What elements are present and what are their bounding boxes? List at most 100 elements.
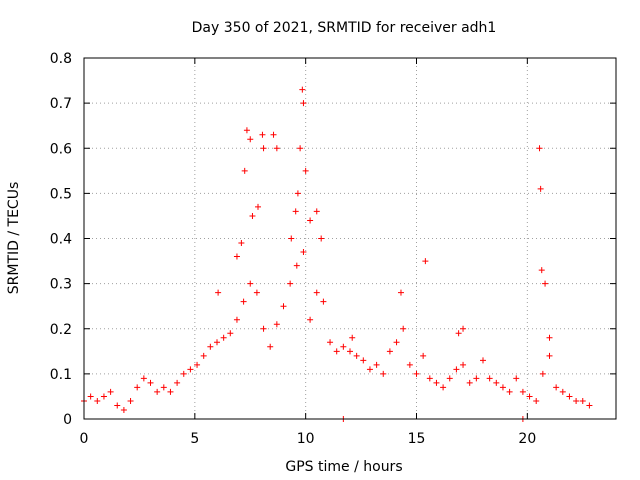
data-point bbox=[538, 267, 545, 274]
data-point bbox=[259, 131, 266, 138]
data-point bbox=[320, 298, 327, 305]
x-tick-label: 0 bbox=[80, 431, 89, 447]
data-point bbox=[460, 325, 467, 332]
data-point bbox=[134, 384, 141, 391]
data-point bbox=[180, 370, 187, 377]
data-point bbox=[455, 330, 462, 337]
data-point bbox=[167, 388, 174, 395]
data-point bbox=[294, 190, 301, 197]
data-point bbox=[426, 375, 433, 382]
data-point bbox=[247, 136, 254, 143]
data-point bbox=[499, 384, 506, 391]
y-tick-label: 0.5 bbox=[50, 186, 72, 202]
data-point bbox=[453, 366, 460, 373]
y-tick-label: 0.6 bbox=[50, 141, 72, 157]
data-point bbox=[194, 361, 201, 368]
data-point bbox=[347, 348, 353, 355]
data-point bbox=[247, 280, 254, 287]
y-tick-labels: 0 0.1 0.2 0.3 0.4 0.5 0.6 0.7 0.8 bbox=[50, 51, 72, 428]
data-point bbox=[255, 203, 262, 210]
data-point bbox=[519, 388, 526, 395]
data-point bbox=[433, 379, 440, 386]
data-point bbox=[273, 145, 280, 152]
data-point bbox=[537, 185, 544, 192]
data-points bbox=[81, 86, 593, 422]
data-point bbox=[360, 357, 367, 364]
data-point bbox=[267, 343, 274, 350]
data-point bbox=[299, 86, 306, 93]
data-point bbox=[187, 366, 194, 373]
data-point bbox=[366, 366, 373, 373]
data-point bbox=[302, 167, 309, 174]
data-point bbox=[533, 397, 540, 404]
data-point bbox=[422, 258, 429, 265]
data-point bbox=[313, 289, 320, 296]
data-point bbox=[586, 402, 593, 409]
data-point bbox=[386, 348, 393, 355]
data-point bbox=[559, 388, 566, 395]
data-point bbox=[200, 352, 207, 359]
data-point bbox=[536, 145, 543, 152]
data-point bbox=[506, 388, 513, 395]
y-tick-label: 0.1 bbox=[50, 367, 72, 383]
data-point bbox=[397, 289, 404, 296]
data-point bbox=[526, 393, 533, 400]
y-tick-label: 0.8 bbox=[50, 51, 72, 67]
data-point bbox=[293, 262, 300, 269]
x-axis-label: GPS time / hours bbox=[285, 459, 402, 475]
data-point bbox=[297, 145, 304, 152]
data-point bbox=[420, 352, 427, 359]
x-tick-labels: 0 5 10 15 20 bbox=[80, 431, 537, 447]
y-tick-label: 0 bbox=[63, 412, 72, 428]
data-point bbox=[270, 131, 277, 138]
data-point bbox=[307, 217, 314, 224]
y-tick-label: 0.7 bbox=[50, 96, 72, 112]
data-point bbox=[546, 334, 553, 341]
data-point bbox=[280, 303, 287, 310]
data-point bbox=[318, 235, 325, 242]
data-point bbox=[313, 208, 320, 215]
data-point bbox=[553, 384, 560, 391]
data-point bbox=[220, 334, 227, 341]
data-point bbox=[486, 375, 493, 382]
data-point bbox=[440, 384, 447, 391]
chart-title: Day 350 of 2021, SRMTID for receiver adh… bbox=[192, 20, 497, 36]
data-point bbox=[238, 240, 245, 247]
data-point bbox=[233, 253, 240, 260]
x-tick-label: 15 bbox=[408, 431, 426, 447]
data-point bbox=[466, 379, 473, 386]
data-point bbox=[333, 348, 340, 355]
data-point bbox=[513, 375, 520, 382]
data-point bbox=[406, 361, 413, 368]
y-tick-label: 0.2 bbox=[50, 322, 72, 338]
data-point bbox=[480, 357, 486, 364]
data-point bbox=[160, 384, 167, 391]
x-tick-label: 20 bbox=[518, 431, 536, 447]
data-point bbox=[174, 379, 181, 386]
data-point bbox=[546, 352, 553, 359]
data-point bbox=[260, 145, 267, 152]
data-point bbox=[243, 127, 250, 134]
data-point bbox=[107, 388, 114, 395]
data-point bbox=[215, 289, 222, 296]
data-point bbox=[473, 375, 480, 382]
data-point bbox=[380, 370, 387, 377]
data-point bbox=[393, 339, 400, 346]
data-point bbox=[233, 316, 240, 323]
x-tick-label: 10 bbox=[297, 431, 315, 447]
data-point bbox=[349, 334, 356, 341]
data-point bbox=[340, 343, 347, 350]
data-point bbox=[542, 280, 549, 287]
data-point bbox=[253, 289, 260, 296]
axis-ticks bbox=[83, 57, 616, 420]
data-point bbox=[292, 208, 299, 215]
data-point bbox=[100, 393, 107, 400]
data-point bbox=[94, 397, 101, 404]
data-point bbox=[214, 339, 220, 346]
data-point bbox=[260, 325, 267, 332]
data-point bbox=[493, 379, 500, 386]
data-point bbox=[140, 375, 147, 382]
x-tick-label: 5 bbox=[190, 431, 199, 447]
data-point bbox=[460, 361, 467, 368]
